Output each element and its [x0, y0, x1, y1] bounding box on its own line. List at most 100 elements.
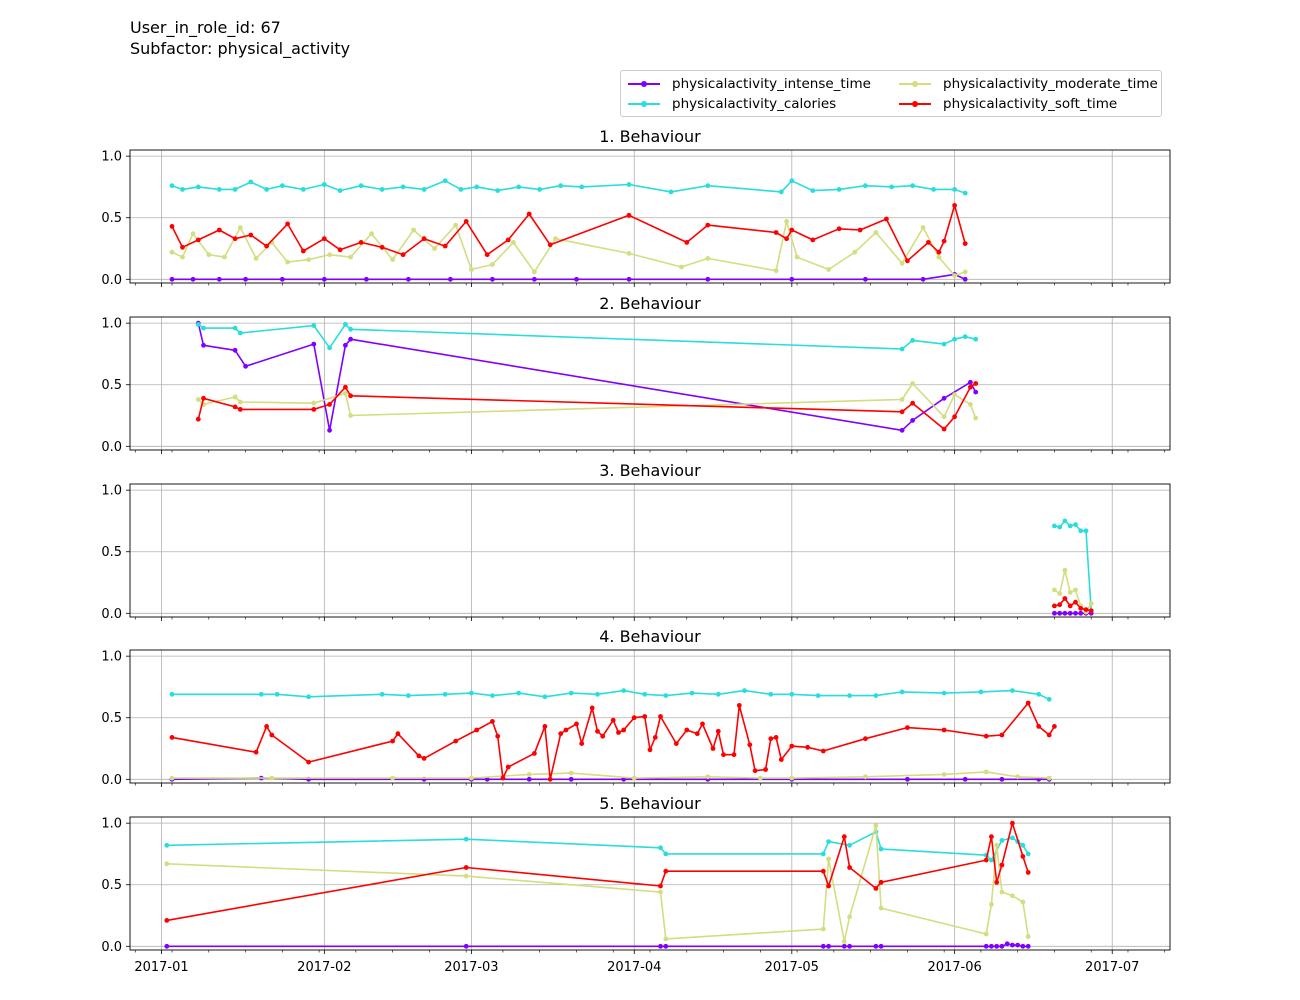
data-point [941, 341, 947, 347]
data-point [820, 926, 826, 932]
data-point [721, 752, 726, 758]
data-point [169, 691, 175, 697]
data-point [237, 225, 243, 231]
x-tick-label: 2017-06 [927, 960, 981, 975]
series-physicalactivity_soft_time [164, 820, 1031, 923]
data-point [700, 721, 705, 727]
user-in-role-label: User_in_role_id: 67 [130, 18, 281, 37]
data-point [490, 693, 495, 698]
data-point [474, 184, 480, 190]
data-point [421, 756, 427, 761]
data-point [269, 775, 275, 781]
data-point [206, 252, 212, 258]
data-point [873, 230, 879, 235]
data-point [311, 407, 317, 412]
data-point [1057, 524, 1063, 530]
data-point [941, 395, 947, 401]
panel-2: 2. Behaviour 0.0 0.5 1.0 [101, 294, 1171, 455]
data-point [416, 753, 422, 759]
data-point [1020, 899, 1026, 905]
data-point [810, 237, 816, 243]
data-point [1004, 941, 1010, 947]
y-tick-label: 0.0 [101, 440, 122, 455]
data-point [1052, 724, 1057, 729]
data-point [679, 264, 684, 270]
data-point [757, 775, 763, 781]
data-point [920, 276, 926, 282]
series-line [172, 273, 966, 281]
data-point [962, 241, 968, 247]
data-point [248, 179, 254, 185]
data-point [1057, 610, 1063, 616]
data-point [195, 397, 201, 402]
data-point [406, 693, 411, 698]
data-point [931, 187, 936, 192]
data-point [962, 190, 968, 196]
data-point [442, 691, 448, 697]
data-point [180, 254, 185, 260]
data-point [899, 260, 905, 266]
data-point [999, 889, 1005, 895]
panel-title: 3. Behaviour [599, 461, 701, 480]
data-point [484, 776, 490, 782]
data-point [621, 688, 627, 693]
data-point [715, 691, 721, 697]
data-point [505, 237, 511, 243]
data-point [642, 691, 648, 697]
data-point [1052, 603, 1057, 609]
data-point [626, 182, 632, 187]
data-point [899, 409, 905, 415]
data-point [968, 379, 973, 385]
data-point [1088, 608, 1094, 614]
data-point [311, 400, 317, 406]
data-point [820, 943, 826, 949]
data-point [511, 240, 516, 245]
data-point [337, 188, 343, 194]
data-point [673, 741, 679, 746]
data-point [526, 211, 532, 217]
data-point [994, 842, 1000, 848]
data-point [778, 757, 784, 762]
data-point [169, 735, 175, 740]
data-point [432, 246, 437, 251]
data-point [1010, 820, 1015, 826]
axes-frame [129, 483, 1171, 618]
data-point [195, 184, 201, 190]
data-point [820, 748, 826, 754]
data-point [458, 187, 464, 192]
data-point [1062, 596, 1068, 601]
data-point [232, 325, 238, 331]
subfactor-label: Subfactor: physical_activity [130, 39, 351, 58]
data-point [1078, 528, 1084, 534]
series-physicalactivity_calories [164, 829, 1031, 863]
y-tick-label: 0.0 [101, 940, 122, 955]
data-point [941, 426, 947, 432]
data-point [926, 240, 931, 245]
data-point [400, 252, 406, 258]
data-point [836, 187, 842, 192]
data-point [952, 187, 957, 192]
data-point [243, 363, 249, 369]
data-point [542, 694, 548, 700]
data-point [1073, 587, 1078, 593]
panel-5: 5. Behaviour 0.0 0.5 1.0 2017-01 2017-02 2017-… [101, 794, 1171, 975]
data-point [169, 775, 175, 781]
data-point [694, 731, 700, 737]
data-point [1078, 610, 1084, 616]
data-point [962, 334, 968, 340]
data-point [1062, 610, 1068, 616]
data-point [390, 738, 395, 744]
x-tick-label: 2017-07 [1085, 960, 1139, 975]
data-point [826, 883, 831, 889]
data-point [164, 943, 170, 949]
data-point [668, 189, 674, 195]
data-point [169, 224, 175, 229]
data-point [705, 183, 711, 189]
data-point [358, 183, 364, 189]
panel-title: 2. Behaviour [599, 294, 701, 313]
data-point [595, 728, 600, 734]
data-point [1025, 870, 1031, 875]
panel-4: 4. Behaviour 0.0 0.5 1.0 [101, 627, 1171, 788]
data-point [899, 397, 905, 402]
data-point [710, 746, 716, 751]
